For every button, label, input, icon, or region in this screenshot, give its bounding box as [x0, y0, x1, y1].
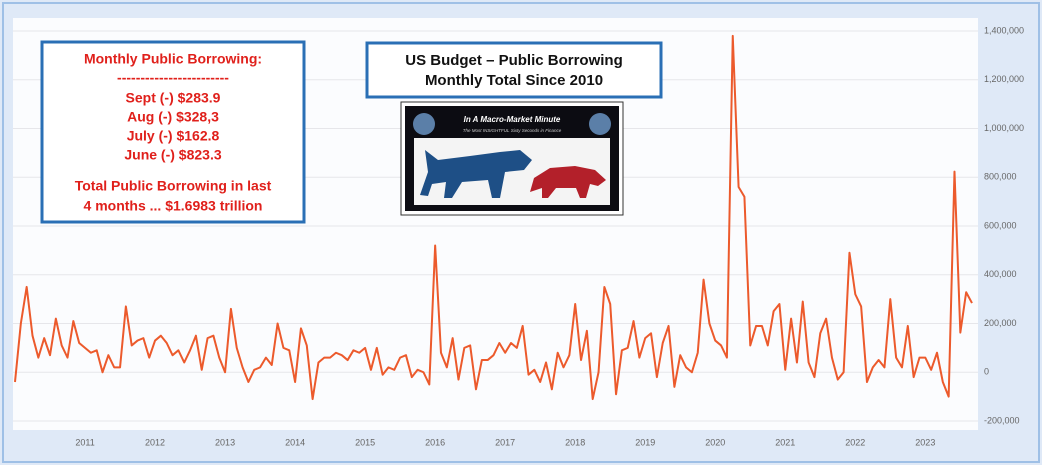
logo-subtitle: The Most INSIGHTFUL Sixty Seconds in Fin…	[463, 128, 562, 133]
x-tick-label: 2012	[145, 437, 165, 447]
box-text: June (-) $823.3	[124, 147, 221, 163]
x-tick-label: 2011	[75, 437, 94, 447]
x-tick-label: 2013	[215, 437, 235, 447]
x-tick-label: 2021	[775, 437, 795, 447]
series-line	[14, 34, 973, 401]
y-tick-label: 600,000	[984, 220, 1017, 230]
y-tick-label: 1,400,000	[984, 25, 1024, 35]
y-tick-label: 200,000	[984, 318, 1017, 328]
series	[14, 34, 973, 401]
x-tick-label: 2023	[915, 437, 935, 447]
chart-subtitle: Monthly Total Since 2010	[425, 72, 603, 89]
y-tick-label: 1,000,000	[984, 123, 1024, 133]
x-tick-label: 2019	[635, 437, 655, 447]
borrowing-box	[40, 40, 306, 224]
y-tick-label: 400,000	[984, 269, 1017, 279]
x-tick-label: 2014	[285, 437, 305, 447]
y-tick-label: 800,000	[984, 172, 1017, 182]
box-text: ------------------------	[117, 70, 229, 86]
chart-title: US Budget – Public Borrowing	[405, 52, 623, 69]
x-tick-label: 2022	[845, 437, 865, 447]
title-box	[365, 41, 663, 99]
box-text: Sept (-) $283.9	[126, 90, 221, 106]
x-tick-label: 2016	[425, 437, 445, 447]
x-tick-label: 2017	[495, 437, 515, 447]
y-tick-label: 0	[984, 367, 989, 377]
x-tick-label: 2018	[565, 437, 585, 447]
box-text: July (-) $162.8	[127, 128, 220, 144]
y-tick-label: 1,200,000	[984, 74, 1024, 84]
box-text: Monthly Public Borrowing:	[84, 51, 262, 67]
box-text: 4 months ... $1.6983 trillion	[84, 198, 263, 214]
logo: In A Macro-Market Minute The Most INSIGH…	[400, 101, 624, 216]
x-tick-label: 2020	[705, 437, 725, 447]
box-text: Total Public Borrowing in last	[75, 178, 272, 194]
y-tick-label: -200,000	[984, 415, 1020, 425]
box-text: Aug (-) $328,3	[127, 109, 219, 125]
x-tick-label: 2015	[355, 437, 375, 447]
logo-title: In A Macro-Market Minute	[464, 115, 561, 124]
